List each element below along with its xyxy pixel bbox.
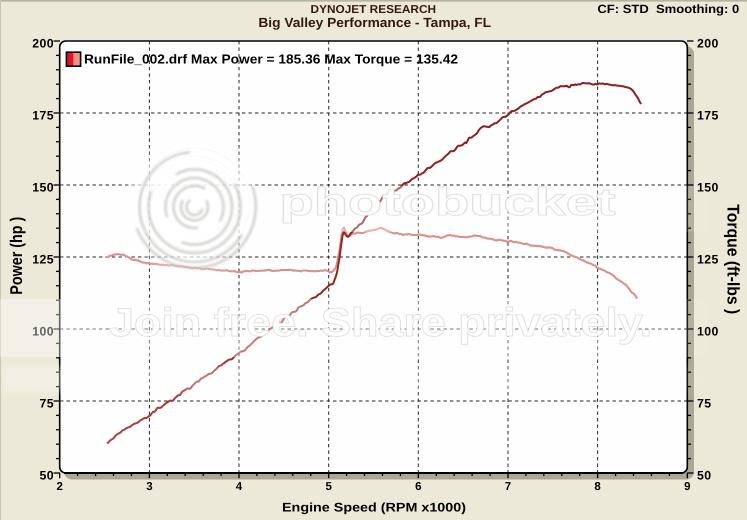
svg-text:5: 5 [325, 481, 332, 493]
svg-text:Join free. Share privately.: Join free. Share privately. [109, 301, 652, 345]
svg-text:175: 175 [32, 108, 54, 122]
svg-text:125: 125 [697, 252, 719, 266]
svg-text:Torque (ft-lbs ): Torque (ft-lbs ) [724, 204, 743, 314]
svg-text:9: 9 [684, 481, 690, 493]
svg-text:75: 75 [40, 396, 54, 410]
svg-text:CF: STD Smoothing: 0: CF: STD Smoothing: 0 [597, 2, 739, 16]
svg-text:RunFile_002.drf Max Power = 18: RunFile_002.drf Max Power = 185.36 Max T… [84, 52, 458, 67]
svg-text:50: 50 [40, 468, 54, 482]
svg-text:75: 75 [697, 396, 711, 410]
svg-text:3: 3 [146, 481, 152, 493]
svg-text:Big Valley Performance - Tampa: Big Valley Performance - Tampa, FL [258, 15, 491, 30]
svg-text:8: 8 [594, 481, 601, 493]
svg-text:50: 50 [697, 468, 711, 482]
svg-text:photobucket: photobucket [280, 181, 616, 224]
svg-text:2: 2 [56, 481, 62, 493]
svg-text:150: 150 [32, 180, 54, 194]
svg-text:DYNOJET RESEARCH: DYNOJET RESEARCH [311, 4, 437, 16]
svg-text:Power (hp ): Power (hp ) [7, 217, 26, 295]
svg-text:Engine Speed (RPM x1000): Engine Speed (RPM x1000) [282, 501, 466, 515]
svg-text:7: 7 [505, 481, 511, 493]
svg-text:200: 200 [697, 36, 719, 50]
svg-text:125: 125 [32, 252, 54, 266]
svg-text:6: 6 [415, 481, 421, 493]
svg-text:4: 4 [236, 481, 243, 493]
svg-text:175: 175 [697, 108, 719, 122]
svg-text:200: 200 [32, 36, 54, 50]
